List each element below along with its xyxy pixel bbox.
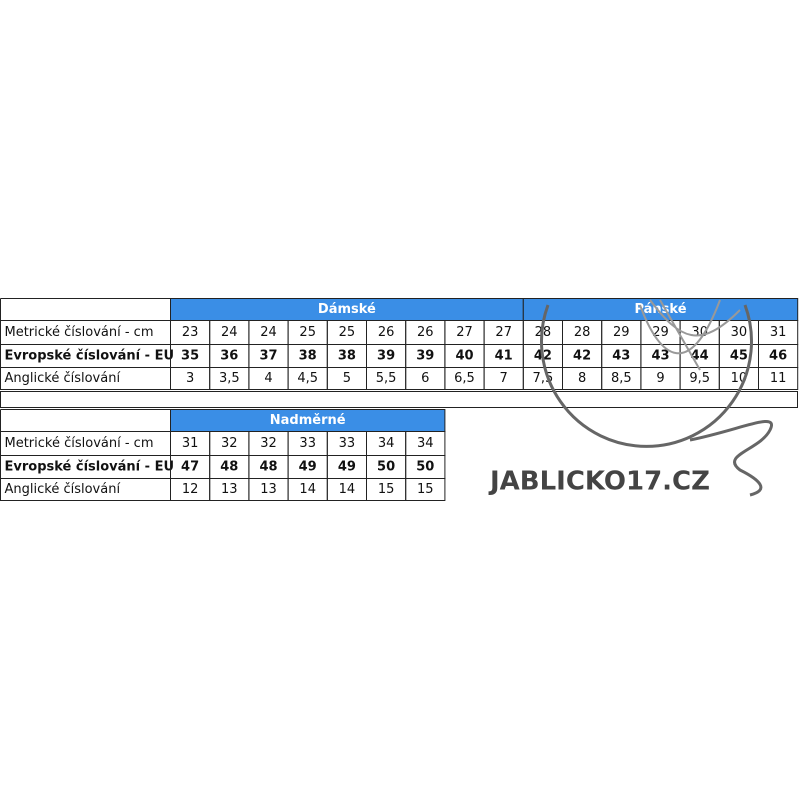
cell-value: 38 bbox=[338, 349, 356, 364]
cell-value: 15 bbox=[378, 482, 395, 497]
cell-value: 23 bbox=[182, 325, 199, 340]
cell-value: 49 bbox=[299, 460, 317, 475]
cell-value: 47 bbox=[181, 460, 199, 475]
cell-value: 26 bbox=[378, 325, 395, 340]
cell-value: 31 bbox=[182, 436, 199, 451]
cell-value: 42 bbox=[573, 349, 591, 364]
cell-value: 25 bbox=[339, 325, 356, 340]
cell-value: 33 bbox=[299, 436, 316, 451]
row-label: Metrické číslování - cm bbox=[5, 325, 154, 340]
cell-value: 7 bbox=[500, 371, 508, 386]
cell-value: 14 bbox=[299, 482, 316, 497]
cell-value: 50 bbox=[377, 460, 395, 475]
cell-value: 24 bbox=[221, 325, 238, 340]
cell-value: 3 bbox=[186, 371, 194, 386]
cell-value: 15 bbox=[417, 482, 434, 497]
watermark: JABLICKO17.CZ bbox=[488, 467, 710, 497]
row-label: Metrické číslování - cm bbox=[5, 436, 154, 451]
cell-value: 43 bbox=[612, 349, 630, 364]
cell bbox=[758, 367, 799, 390]
cell-value: 4 bbox=[264, 371, 272, 386]
row-label: Evropské číslování - EU bbox=[5, 460, 175, 475]
cell-value: 37 bbox=[259, 349, 277, 364]
cell-value: 26 bbox=[417, 325, 434, 340]
cell-value: 24 bbox=[260, 325, 277, 340]
cell-value: 39 bbox=[377, 349, 395, 364]
yarn-ball bbox=[540, 304, 753, 448]
cell-value: 38 bbox=[299, 349, 317, 364]
cell-value: 34 bbox=[378, 436, 395, 451]
cell-value: 30 bbox=[731, 325, 748, 340]
cell-value: 48 bbox=[220, 460, 238, 475]
row-label: Evropské číslování - EU bbox=[5, 349, 175, 364]
cell-value: 36 bbox=[220, 349, 238, 364]
cell-value: 46 bbox=[769, 349, 787, 364]
cell-value: 9,5 bbox=[689, 371, 710, 386]
cell-value: 35 bbox=[181, 349, 199, 364]
row-label: Anglické číslování bbox=[5, 482, 121, 497]
yarn-threads bbox=[639, 299, 741, 371]
cell-value: 4,5 bbox=[297, 371, 318, 386]
cell-value: 34 bbox=[417, 436, 434, 451]
cell-value: 8 bbox=[578, 371, 586, 386]
cell-value: 6 bbox=[421, 371, 429, 386]
cell-value: 9 bbox=[656, 371, 664, 386]
cell-value: 27 bbox=[456, 325, 473, 340]
cell-value: 3,5 bbox=[219, 371, 240, 386]
yarn-string bbox=[689, 420, 773, 497]
cell-value: 44 bbox=[691, 349, 709, 364]
cell-value: 13 bbox=[260, 482, 277, 497]
empty-row bbox=[0, 391, 798, 408]
cell-value: 25 bbox=[299, 325, 316, 340]
yarn-decoration bbox=[540, 299, 773, 497]
row-label: Anglické číslování bbox=[5, 371, 121, 386]
cell-value: 29 bbox=[652, 325, 669, 340]
cell-value: 6,5 bbox=[454, 371, 475, 386]
cell-value: 27 bbox=[495, 325, 512, 340]
cell-value: 40 bbox=[455, 349, 473, 364]
cell-value: 28 bbox=[574, 325, 591, 340]
cell-value: 49 bbox=[338, 460, 356, 475]
cell-value: 43 bbox=[651, 349, 669, 364]
cell-value: 5 bbox=[343, 371, 351, 386]
cell-value: 50 bbox=[416, 460, 434, 475]
cell-value: 32 bbox=[221, 436, 238, 451]
header-label: Nadměrné bbox=[270, 413, 346, 428]
cell-value: 39 bbox=[416, 349, 434, 364]
cell-value: 48 bbox=[259, 460, 277, 475]
cell-value: 12 bbox=[182, 482, 199, 497]
cell-value: 5,5 bbox=[376, 371, 397, 386]
cell-value: 29 bbox=[613, 325, 630, 340]
cell-value: 32 bbox=[260, 436, 277, 451]
cell-value: 33 bbox=[339, 436, 356, 451]
header-label: Dámské bbox=[318, 302, 376, 317]
cell-value: 45 bbox=[730, 349, 748, 364]
cell-value: 8,5 bbox=[611, 371, 632, 386]
cell-value: 14 bbox=[339, 482, 356, 497]
cell-value: 41 bbox=[495, 349, 513, 364]
cell-value: 11 bbox=[770, 371, 787, 386]
cell bbox=[405, 478, 446, 501]
cell-value: 13 bbox=[221, 482, 238, 497]
header-label: Pánské bbox=[634, 302, 686, 317]
cell-value: 31 bbox=[770, 325, 787, 340]
